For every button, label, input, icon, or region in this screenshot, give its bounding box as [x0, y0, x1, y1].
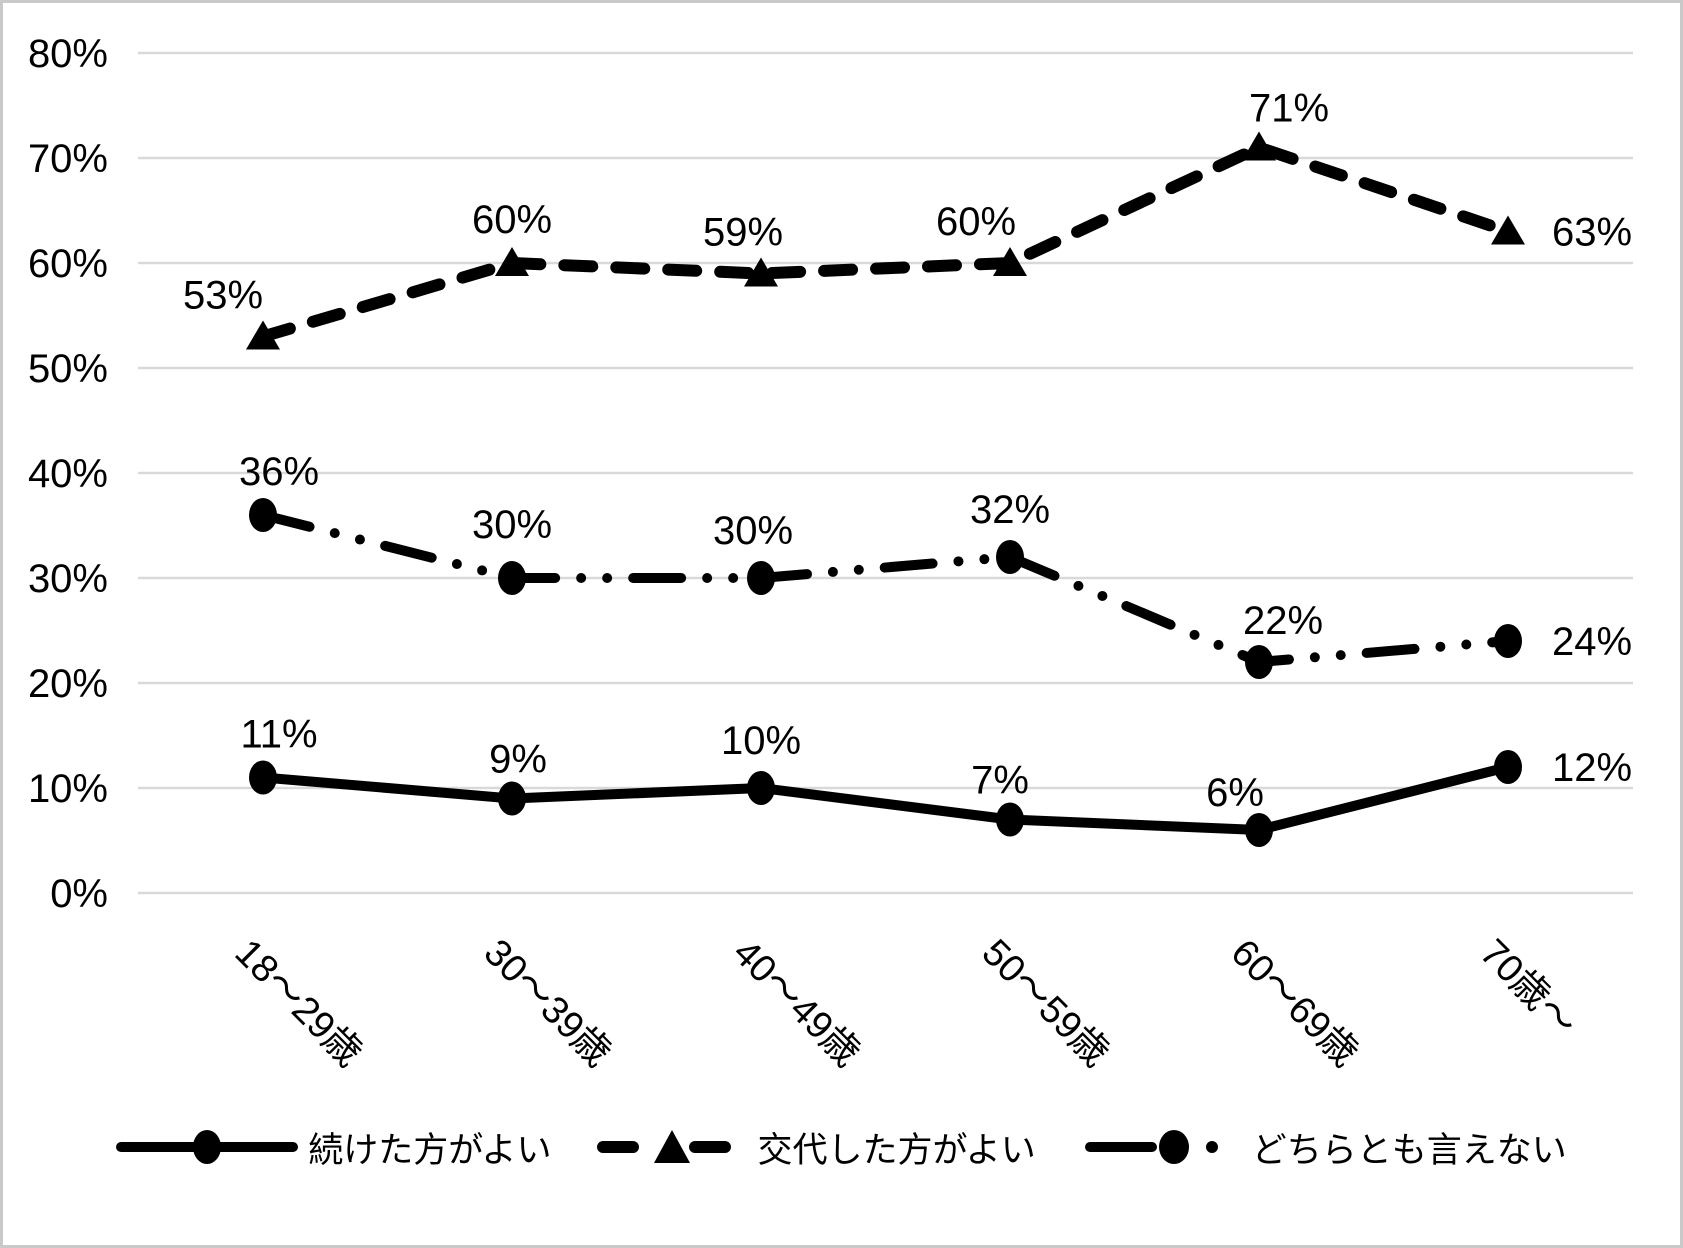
data-label: 36%: [239, 450, 319, 494]
chart-legend: 続けた方がよい 交代した方がよい どちらとも言えない: [3, 1113, 1680, 1181]
data-label: 71%: [1249, 87, 1329, 131]
y-axis-tick-label: 0%: [50, 872, 108, 916]
data-label: 63%: [1552, 211, 1632, 255]
data-point-triangle-marker: [1491, 215, 1525, 245]
y-axis-tick-label: 30%: [28, 557, 108, 601]
data-point-triangle-marker: [993, 247, 1027, 276]
data-point-circle-marker: [996, 802, 1024, 837]
y-axis-tick-label: 20%: [28, 662, 108, 706]
x-axis-label: 70歳〜: [1472, 932, 1585, 1045]
chart-svg: 0% 10% 20% 30% 40% 50% 60% 70% 80% 18〜29歳 30〜39歳 40…: [28, 32, 1633, 1075]
data-label: 12%: [1552, 746, 1632, 790]
data-label: 22%: [1243, 599, 1323, 643]
data-label: 30%: [472, 503, 552, 547]
data-point-circle-marker: [1245, 645, 1273, 679]
legend-solid-line-circle-icon: [116, 1130, 299, 1164]
data-label: 11%: [240, 713, 317, 757]
data-label: 7%: [971, 759, 1029, 803]
y-axis-tick-label: 50%: [28, 347, 108, 391]
data-label: 10%: [721, 719, 801, 763]
x-axis-label: 40〜49歳: [725, 932, 868, 1075]
data-label: 6%: [1206, 771, 1264, 815]
legend-label-continue: 続けた方がよい: [308, 1130, 552, 1170]
data-label: 30%: [713, 509, 793, 553]
series-line-0: [258, 762, 1513, 835]
y-axis-tick-label: 70%: [28, 137, 108, 181]
data-point-circle-marker: [747, 561, 775, 595]
y-axis-tick-label: 40%: [28, 452, 108, 496]
data-point-circle-marker: [498, 781, 526, 816]
data-point-circle-marker: [249, 760, 277, 795]
data-label: 53%: [183, 274, 263, 318]
x-axis-label: 60〜69歳: [1223, 932, 1366, 1075]
data-label: 60%: [472, 198, 552, 242]
data-point-triangle-marker: [1242, 131, 1276, 161]
data-point-triangle-marker: [744, 257, 778, 287]
legend-item-neither: どちらとも言えない: [1082, 1122, 1567, 1173]
data-point-circle-marker: [996, 540, 1024, 574]
legend-label-replace: 交代した方がよい: [757, 1130, 1036, 1170]
data-label: 60%: [936, 200, 1016, 244]
data-point-circle-marker: [747, 771, 775, 805]
legend-dashed-line-triangle-icon: [597, 1130, 748, 1163]
data-point-circle-marker: [498, 561, 526, 595]
data-point-circle-marker: [1494, 624, 1522, 658]
y-axis-tick-label: 10%: [28, 767, 108, 811]
data-label: 24%: [1552, 620, 1632, 664]
data-point-triangle-marker: [246, 320, 280, 350]
data-point-circle-marker: [1245, 813, 1273, 847]
data-label: 32%: [970, 488, 1050, 532]
data-point-triangle-marker: [495, 247, 529, 276]
x-axis-label: 50〜59歳: [974, 932, 1117, 1075]
data-label: 9%: [489, 738, 547, 782]
legend-item-replace: 交代した方がよい: [597, 1122, 1036, 1173]
x-axis-label: 18〜29歳: [227, 932, 370, 1075]
data-point-circle-marker: [249, 498, 277, 532]
legend-item-continue: 続けた方がよい: [116, 1122, 551, 1173]
data-point-circle-marker: [1494, 750, 1522, 784]
series-line-1: [257, 141, 1514, 343]
series-line-2: [258, 510, 1513, 667]
y-axis-tick-label: 80%: [28, 32, 108, 76]
data-label: 59%: [703, 211, 783, 255]
legend-label-neither: どちらとも言えない: [1251, 1130, 1567, 1170]
y-axis-tick-label: 60%: [28, 242, 108, 286]
legend-dashdot-line-circle-icon: [1084, 1130, 1218, 1164]
x-axis-label: 30〜39歳: [476, 932, 619, 1075]
